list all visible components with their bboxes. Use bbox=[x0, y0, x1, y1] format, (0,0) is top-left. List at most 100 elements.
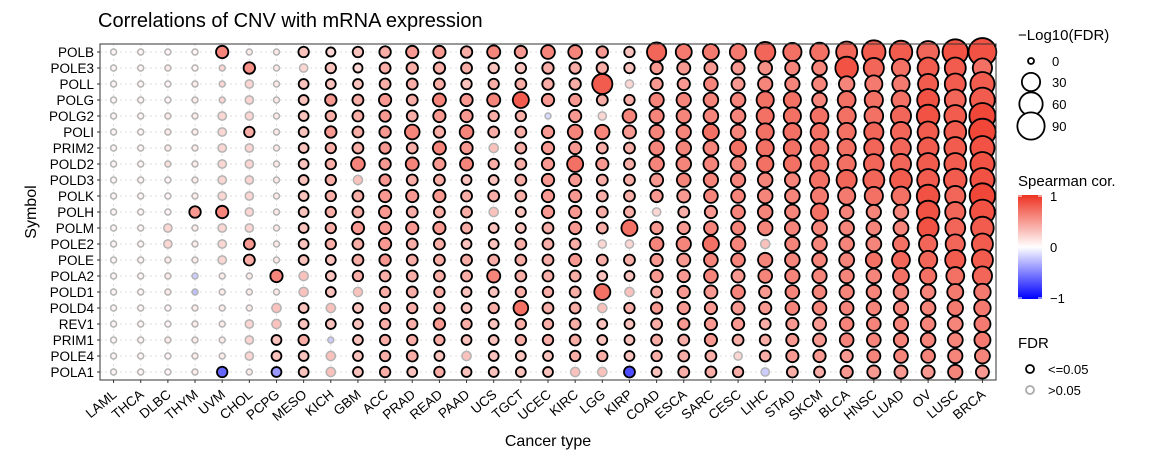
bubble-pold3-stad bbox=[783, 171, 801, 189]
bubble-polm-kich bbox=[324, 221, 337, 235]
bubble-polg-tgct bbox=[511, 91, 530, 109]
bubble-poll-gbm bbox=[352, 78, 364, 90]
bubble-polg-thca bbox=[136, 96, 145, 104]
bubble-prim2-chol bbox=[244, 143, 255, 153]
bubble-polb-thym bbox=[191, 48, 199, 56]
bubble-pola2-ucec bbox=[541, 269, 555, 283]
bubble-prim1-thym bbox=[191, 336, 199, 344]
bubble-pold2-stad bbox=[782, 154, 802, 174]
bubble-polg-lihc bbox=[755, 90, 775, 110]
bubble-polh-prad bbox=[405, 205, 419, 219]
bubble-pola1-ov bbox=[920, 364, 936, 380]
bubble-pola1-coad bbox=[650, 366, 663, 378]
bubble-pole2-kirc bbox=[568, 237, 582, 251]
y-tick-label: POLE bbox=[58, 253, 94, 268]
bubble-pole2-blca bbox=[838, 235, 855, 253]
bubble-pole-lihc bbox=[757, 251, 774, 269]
bubble-polk-luad bbox=[890, 185, 912, 207]
bubble-polk-cesc bbox=[730, 188, 746, 204]
bubble-polg-laml bbox=[109, 96, 118, 104]
bubble-pole4-skcm bbox=[812, 348, 827, 364]
bubble-pole-coad bbox=[649, 252, 664, 268]
bubble-pole2-thca bbox=[136, 240, 145, 248]
bubble-pola1-hnsc bbox=[866, 364, 882, 380]
bubble-polh-sarc bbox=[703, 204, 718, 220]
bubble-polk-gbm bbox=[351, 189, 365, 203]
bubble-pold4-brca bbox=[973, 298, 992, 318]
bubble-polb-prad bbox=[405, 44, 420, 60]
x-tick-label: LUAD bbox=[870, 387, 907, 422]
size-legend: −Log10(FDR) 0 30 60 90 bbox=[1016, 27, 1109, 141]
bubble-pole2-stad bbox=[784, 235, 801, 253]
bubble-polk-sarc bbox=[703, 188, 719, 204]
bubble-polm-laml bbox=[109, 224, 118, 232]
bubble-poli-prad bbox=[404, 123, 421, 141]
bubble-polk-ucec bbox=[540, 188, 556, 204]
bubble-pole-cesc bbox=[730, 252, 746, 268]
bubble-pold4-ov bbox=[919, 299, 937, 317]
bubble-polh-skcm bbox=[810, 202, 830, 222]
bubble-pold1-dlbc bbox=[164, 288, 172, 296]
fdr-legend-sig-circle bbox=[1025, 364, 1035, 374]
bubble-polh-stad bbox=[784, 203, 801, 221]
bubble-pola2-ov bbox=[918, 266, 938, 286]
bubble-pole4-luad bbox=[893, 348, 909, 364]
bubble-polh-coad bbox=[651, 207, 662, 217]
bubble-polg-uvm bbox=[218, 96, 226, 104]
bubble-pola1-kich bbox=[325, 366, 337, 378]
bubble-poll-kirp bbox=[624, 79, 635, 89]
bubble-prim1-meso bbox=[297, 333, 310, 347]
bubble-polg-prad bbox=[405, 93, 419, 107]
bubble-rev1-kirp bbox=[623, 318, 636, 330]
bubble-polm-thca bbox=[136, 224, 145, 232]
bubble-pole2-pcpg bbox=[272, 240, 281, 248]
bubble-pola1-chol bbox=[245, 368, 254, 376]
bubble-pold2-thca bbox=[136, 160, 145, 168]
bubble-pola2-cesc bbox=[730, 268, 746, 284]
bubble-polh-kirp bbox=[623, 205, 636, 219]
size-legend-circle bbox=[1020, 71, 1042, 93]
bubble-polg2-lihc bbox=[755, 106, 775, 126]
bubble-prim1-pcpg bbox=[270, 334, 283, 346]
bubble-pola1-kirp bbox=[623, 365, 636, 379]
bubble-polh-pcpg bbox=[272, 208, 281, 216]
bubble-prim1-kirp bbox=[623, 334, 636, 346]
color-legend: Spearman cor. 1 0 −1 bbox=[1018, 173, 1116, 306]
bubble-pole2-acc bbox=[378, 236, 393, 252]
bubble-pole2-paad bbox=[460, 238, 473, 250]
bubble-pole3-sarc bbox=[703, 60, 719, 76]
bubble-pold4-uvm bbox=[218, 304, 226, 312]
color-tick-max: 1 bbox=[1050, 189, 1057, 204]
bubble-pola2-chol bbox=[245, 272, 254, 280]
bubble-polm-read bbox=[432, 220, 447, 236]
y-axis-title: Symbol bbox=[23, 185, 40, 238]
bubble-pola2-paad bbox=[460, 269, 473, 283]
bubble-pola1-lihc bbox=[760, 367, 771, 377]
bubble-polm-prad bbox=[405, 220, 420, 236]
bubble-pold4-lusc bbox=[946, 299, 964, 317]
bubble-pold1-acc bbox=[378, 285, 392, 299]
bubble-pola1-lgg bbox=[596, 366, 608, 378]
bubble-pold4-pcpg bbox=[271, 302, 282, 314]
bubble-polh-cesc bbox=[730, 204, 746, 220]
bubble-prim2-paad bbox=[459, 140, 474, 156]
bubble-pole3-ucs bbox=[487, 61, 500, 75]
bubble-polh-chol bbox=[244, 207, 255, 217]
bubble-pold4-tgct bbox=[512, 299, 530, 317]
bubble-pola2-laml bbox=[109, 272, 118, 280]
bubble-polh-kich bbox=[324, 205, 337, 219]
y-tick-label: POLE4 bbox=[50, 349, 94, 364]
bubble-pold2-read bbox=[432, 156, 447, 172]
bubble-pold3-pcpg bbox=[272, 176, 281, 184]
bubble-prim1-paad bbox=[460, 334, 473, 346]
bubble-pold3-kirc bbox=[568, 172, 583, 188]
bubble-pold2-coad bbox=[648, 155, 665, 173]
bubble-polk-kirc bbox=[568, 188, 583, 204]
bubble-pold1-kich bbox=[324, 286, 337, 298]
bubble-polm-cesc bbox=[730, 220, 746, 236]
bubble-pole4-esca bbox=[677, 349, 691, 363]
bubble-pold1-coad bbox=[650, 285, 664, 299]
bubble-polh-paad bbox=[460, 205, 473, 219]
bubble-pold4-meso bbox=[297, 302, 310, 314]
